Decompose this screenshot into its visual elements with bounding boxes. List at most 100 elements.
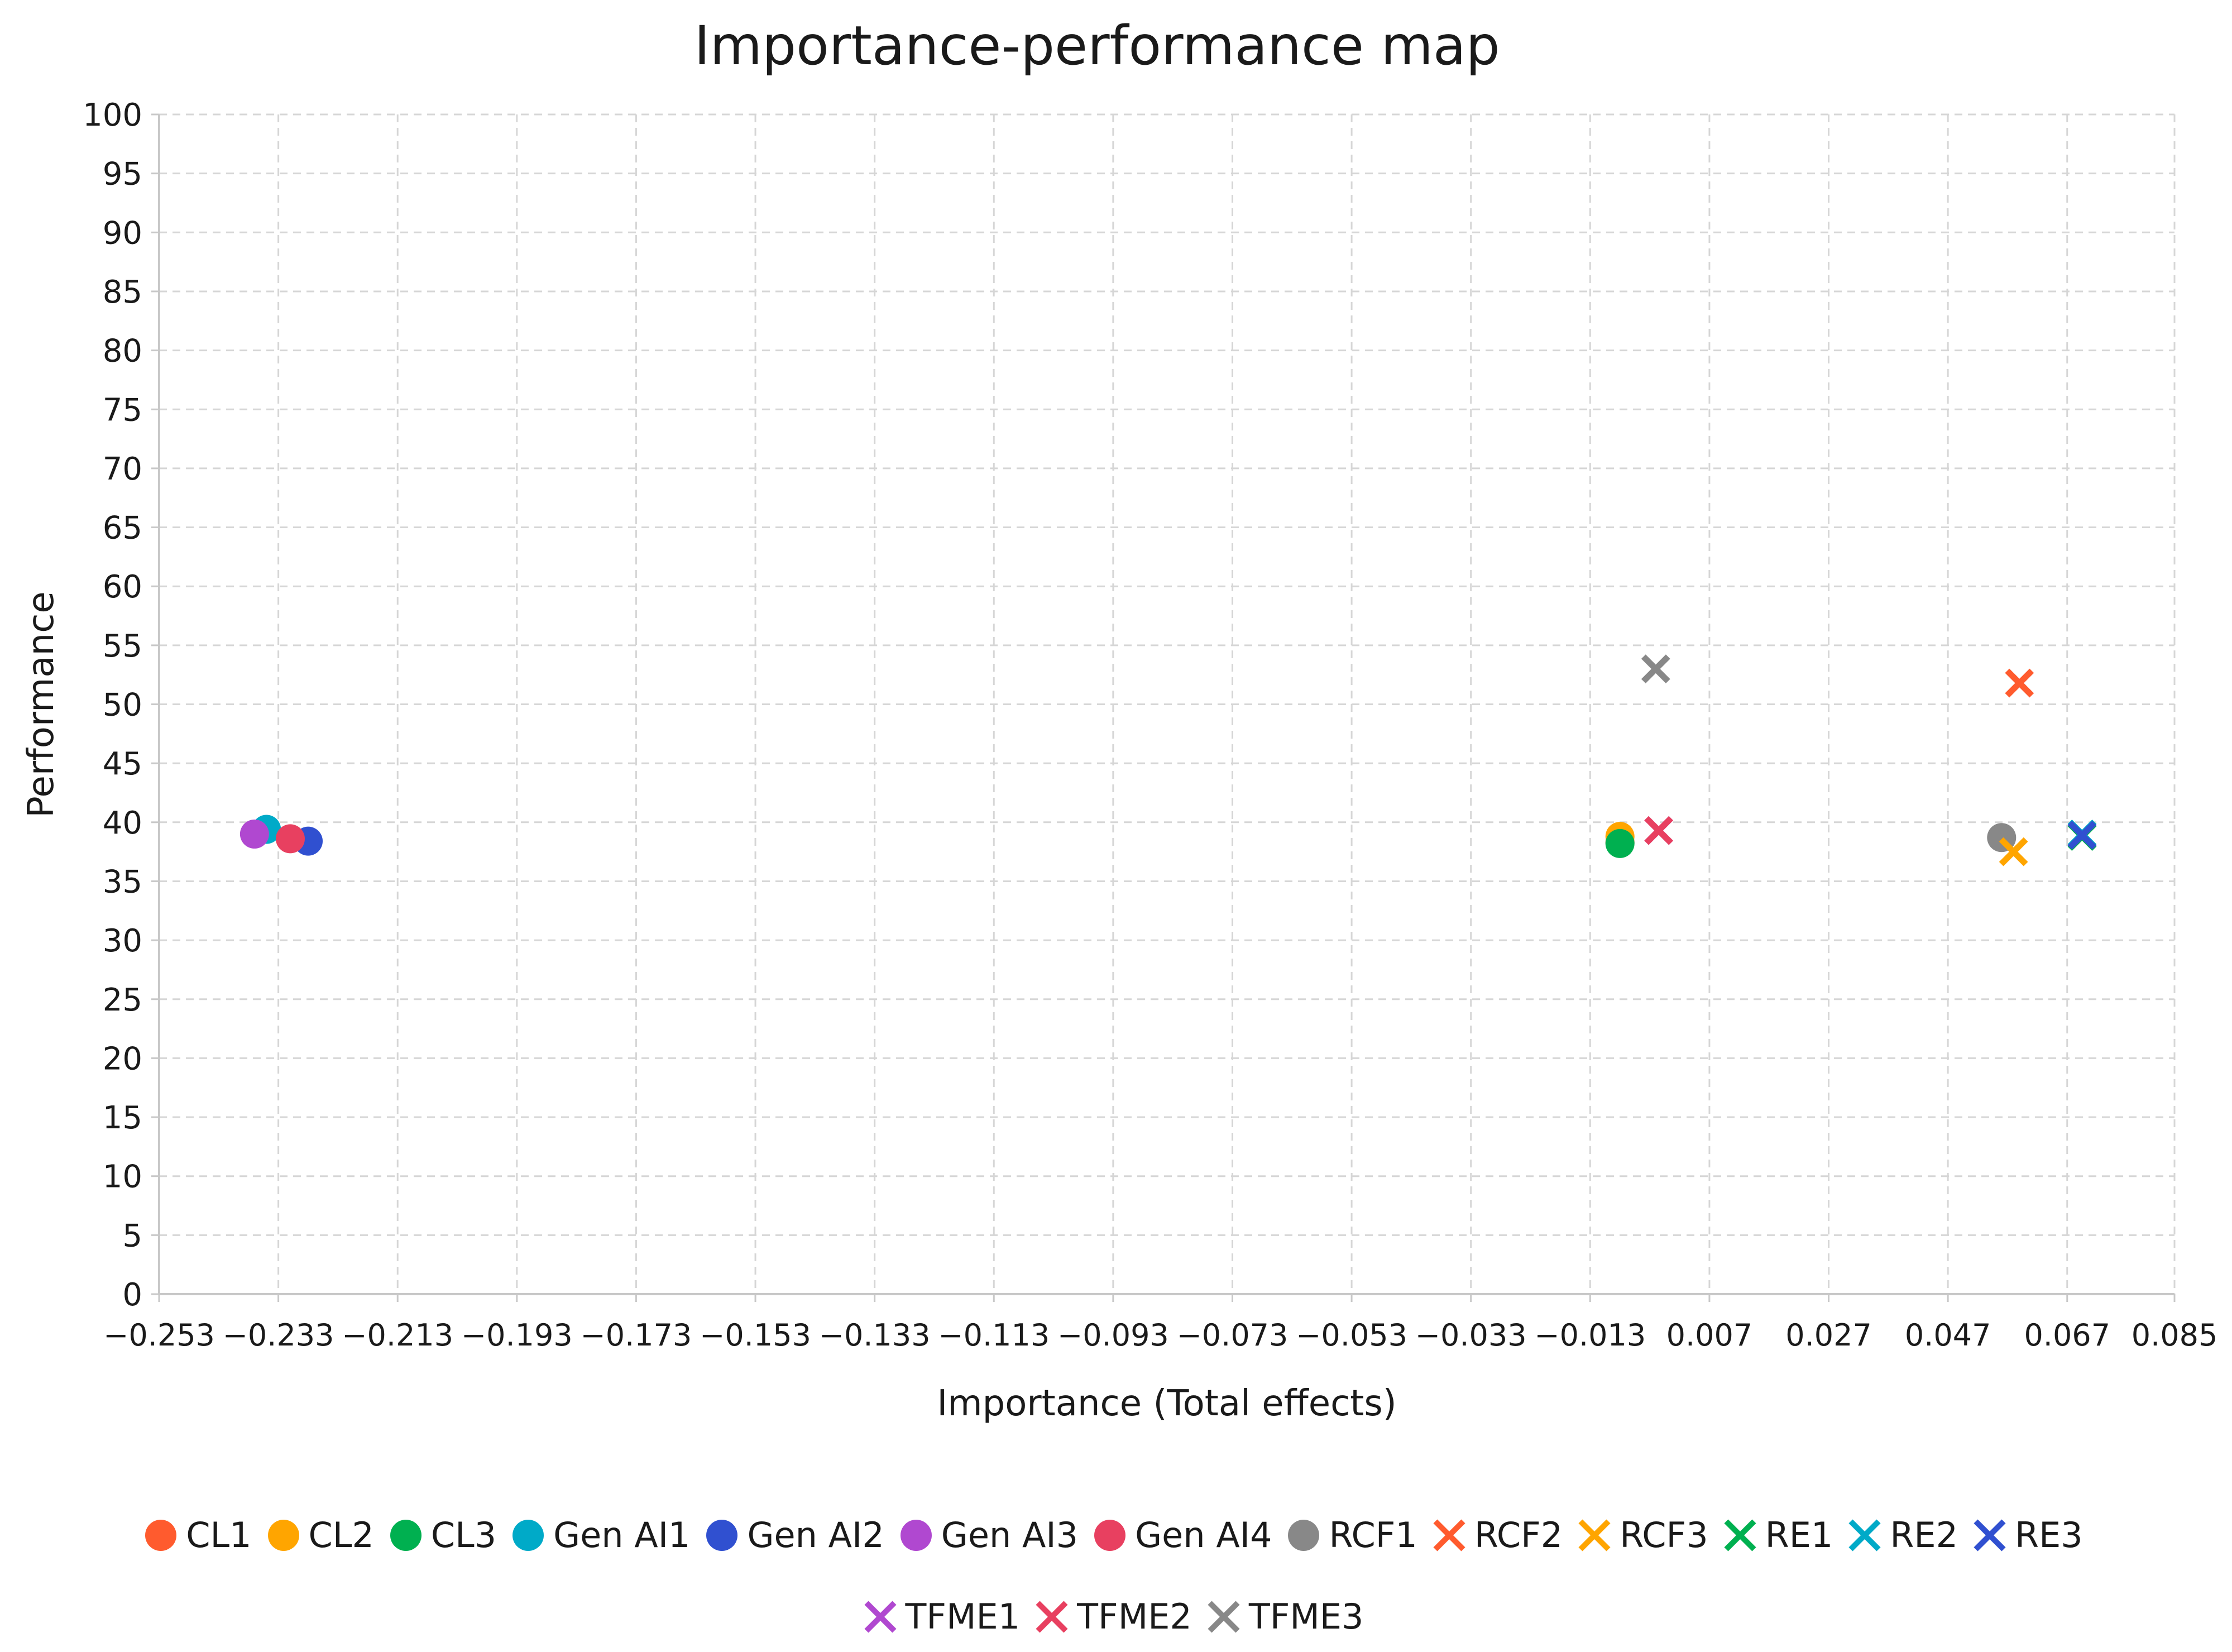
legend-row-2: TFME1 TFME2 TFME3: [0, 1596, 2232, 1637]
legend-circle-marker-icon: [1094, 1519, 1126, 1551]
legend-circle-marker-icon: [900, 1519, 932, 1551]
y-tick-label: 40: [103, 805, 142, 841]
y-tick-label: 45: [103, 746, 142, 782]
data-points: [240, 654, 2097, 866]
legend-label: RE2: [1890, 1515, 1958, 1555]
legend-label: RE3: [2015, 1515, 2083, 1555]
y-tick-label: 30: [103, 923, 142, 959]
legend-item-rcf2[interactable]: RCF2: [1432, 1515, 1563, 1555]
point-rcf3: [1999, 837, 2028, 866]
legend-cross-marker-icon: [1036, 1600, 1068, 1633]
x-tick-label: −0.093: [1057, 1318, 1169, 1353]
legend-circle-marker-icon: [513, 1519, 544, 1551]
chart-title: Importance-performance map: [694, 15, 1500, 77]
legend-row-1: CL1 CL2 CL3 Gen AI1 Gen AI2 Gen AI3 Gen AI4 RCF…: [0, 1515, 2232, 1555]
y-tick-label: 65: [103, 510, 142, 547]
legend-item-re2[interactable]: RE2: [1847, 1515, 1958, 1555]
legend-circle-marker-icon: [390, 1519, 422, 1551]
y-tick-label: 60: [103, 569, 142, 605]
legend-item-tfme3[interactable]: TFME3: [1206, 1596, 1364, 1637]
legend-cross-marker-icon: [1208, 1600, 1240, 1633]
y-tick-label: 80: [103, 333, 142, 370]
x-tick-label: −0.173: [581, 1318, 692, 1353]
legend-item-rcf1[interactable]: RCF1: [1286, 1515, 1417, 1555]
x-tick-labels: −0.253 −0.233 −0.213 −0.193 −0.173 −0.153 −0.1…: [103, 1318, 2217, 1353]
legend-cross-marker-icon: [1578, 1519, 1611, 1552]
legend-label: Gen AI3: [941, 1515, 1079, 1555]
legend-label: RE1: [1765, 1515, 1833, 1555]
legend-label: TFME1: [905, 1596, 1021, 1637]
y-tick-labels: 0 5 10 15 20 25 30 35 40 45 50 55 60 65 70 75 80 85 90 95 10…: [83, 97, 142, 1313]
x-tick-label: −0.213: [342, 1318, 453, 1353]
legend-circle-marker-icon: [706, 1519, 738, 1551]
x-tick-label: −0.013: [1534, 1318, 1646, 1353]
legend-item-cl1[interactable]: CL1: [143, 1515, 252, 1555]
legend-circle-marker-icon: [1288, 1519, 1320, 1551]
grid: [158, 113, 2176, 1295]
legend-item-rcf3[interactable]: RCF3: [1577, 1515, 1708, 1555]
y-axis-label: Performance: [21, 591, 62, 818]
legend-circle-marker-icon: [267, 1519, 299, 1551]
legend-label: TFME3: [1248, 1596, 1364, 1637]
y-tick-label: 10: [103, 1159, 142, 1195]
legend-item-gen-ai4[interactable]: Gen AI4: [1093, 1515, 1272, 1555]
x-tick-label: 0.007: [1666, 1318, 1753, 1353]
y-tick-label: 100: [83, 97, 142, 133]
y-tick-label: 95: [103, 156, 142, 193]
legend-item-re3[interactable]: RE3: [1972, 1515, 2083, 1555]
x-tick-label: −0.253: [103, 1318, 215, 1353]
x-tick-label: 0.067: [2024, 1318, 2110, 1353]
legend-item-gen-ai2[interactable]: Gen AI2: [705, 1515, 884, 1555]
legend-cross-marker-icon: [1724, 1519, 1756, 1552]
y-tick-label: 15: [103, 1100, 142, 1136]
y-tick-label: 25: [103, 982, 142, 1018]
legend-item-cl2[interactable]: CL2: [266, 1515, 374, 1555]
point-re3: [2067, 821, 2097, 850]
y-tick-label: 35: [103, 864, 142, 900]
legend-item-gen-ai1[interactable]: Gen AI1: [511, 1515, 690, 1555]
x-tick-label: −0.233: [223, 1318, 334, 1353]
legend-item-cl3[interactable]: CL3: [389, 1515, 496, 1555]
y-tick-label: 20: [103, 1041, 142, 1077]
legend-item-gen-ai3[interactable]: Gen AI3: [899, 1515, 1078, 1555]
y-tick-label: 55: [103, 628, 142, 664]
x-tick-label: −0.133: [819, 1318, 931, 1353]
x-tick-label: 0.047: [1905, 1318, 1991, 1353]
legend-item-tfme2[interactable]: TFME2: [1034, 1596, 1192, 1637]
x-axis-label: Importance (Total effects): [937, 1383, 1396, 1424]
legend-cross-marker-icon: [1433, 1519, 1465, 1552]
x-tick-label: 0.027: [1785, 1318, 1872, 1353]
point-tfme2: [1644, 816, 1674, 845]
x-tick-label: −0.073: [1177, 1318, 1289, 1353]
legend-item-re1[interactable]: RE1: [1723, 1515, 1833, 1555]
y-tick-label: 5: [122, 1218, 142, 1254]
legend-label: CL1: [186, 1515, 252, 1555]
legend-label: CL2: [308, 1515, 374, 1555]
legend-label: Gen AI1: [553, 1515, 691, 1555]
y-tick-label: 70: [103, 451, 142, 487]
legend-label: CL3: [430, 1515, 497, 1555]
x-tick-label: −0.053: [1296, 1318, 1407, 1353]
y-tick-label: 75: [103, 392, 142, 428]
legend-cross-marker-icon: [864, 1600, 897, 1633]
legend-cross-marker-icon: [1974, 1519, 2006, 1552]
point-tfme3: [1641, 654, 1670, 683]
axes: [151, 113, 2176, 1302]
legend-label: TFME2: [1077, 1596, 1192, 1637]
x-tick-label: 0.085: [2132, 1318, 2218, 1353]
x-tick-label: −0.113: [938, 1318, 1050, 1353]
x-tick-label: −0.193: [461, 1318, 573, 1353]
scatter-chart: Importance-performance map 0 5 10 15 20 25 30 3…: [21, 15, 2217, 1424]
x-tick-label: −0.033: [1415, 1318, 1527, 1353]
point-gen-ai4: [275, 824, 305, 854]
y-tick-label: 0: [122, 1277, 142, 1313]
point-gen-ai3: [240, 819, 269, 849]
legend-item-tfme1[interactable]: TFME1: [863, 1596, 1021, 1637]
legend-label: RCF2: [1474, 1515, 1563, 1555]
y-tick-label: 85: [103, 274, 142, 310]
x-tick-label: −0.153: [700, 1318, 811, 1353]
point-cl3: [1605, 829, 1635, 858]
y-tick-label: 90: [103, 215, 142, 251]
y-tick-label: 50: [103, 687, 142, 724]
legend-label: RCF1: [1329, 1515, 1417, 1555]
